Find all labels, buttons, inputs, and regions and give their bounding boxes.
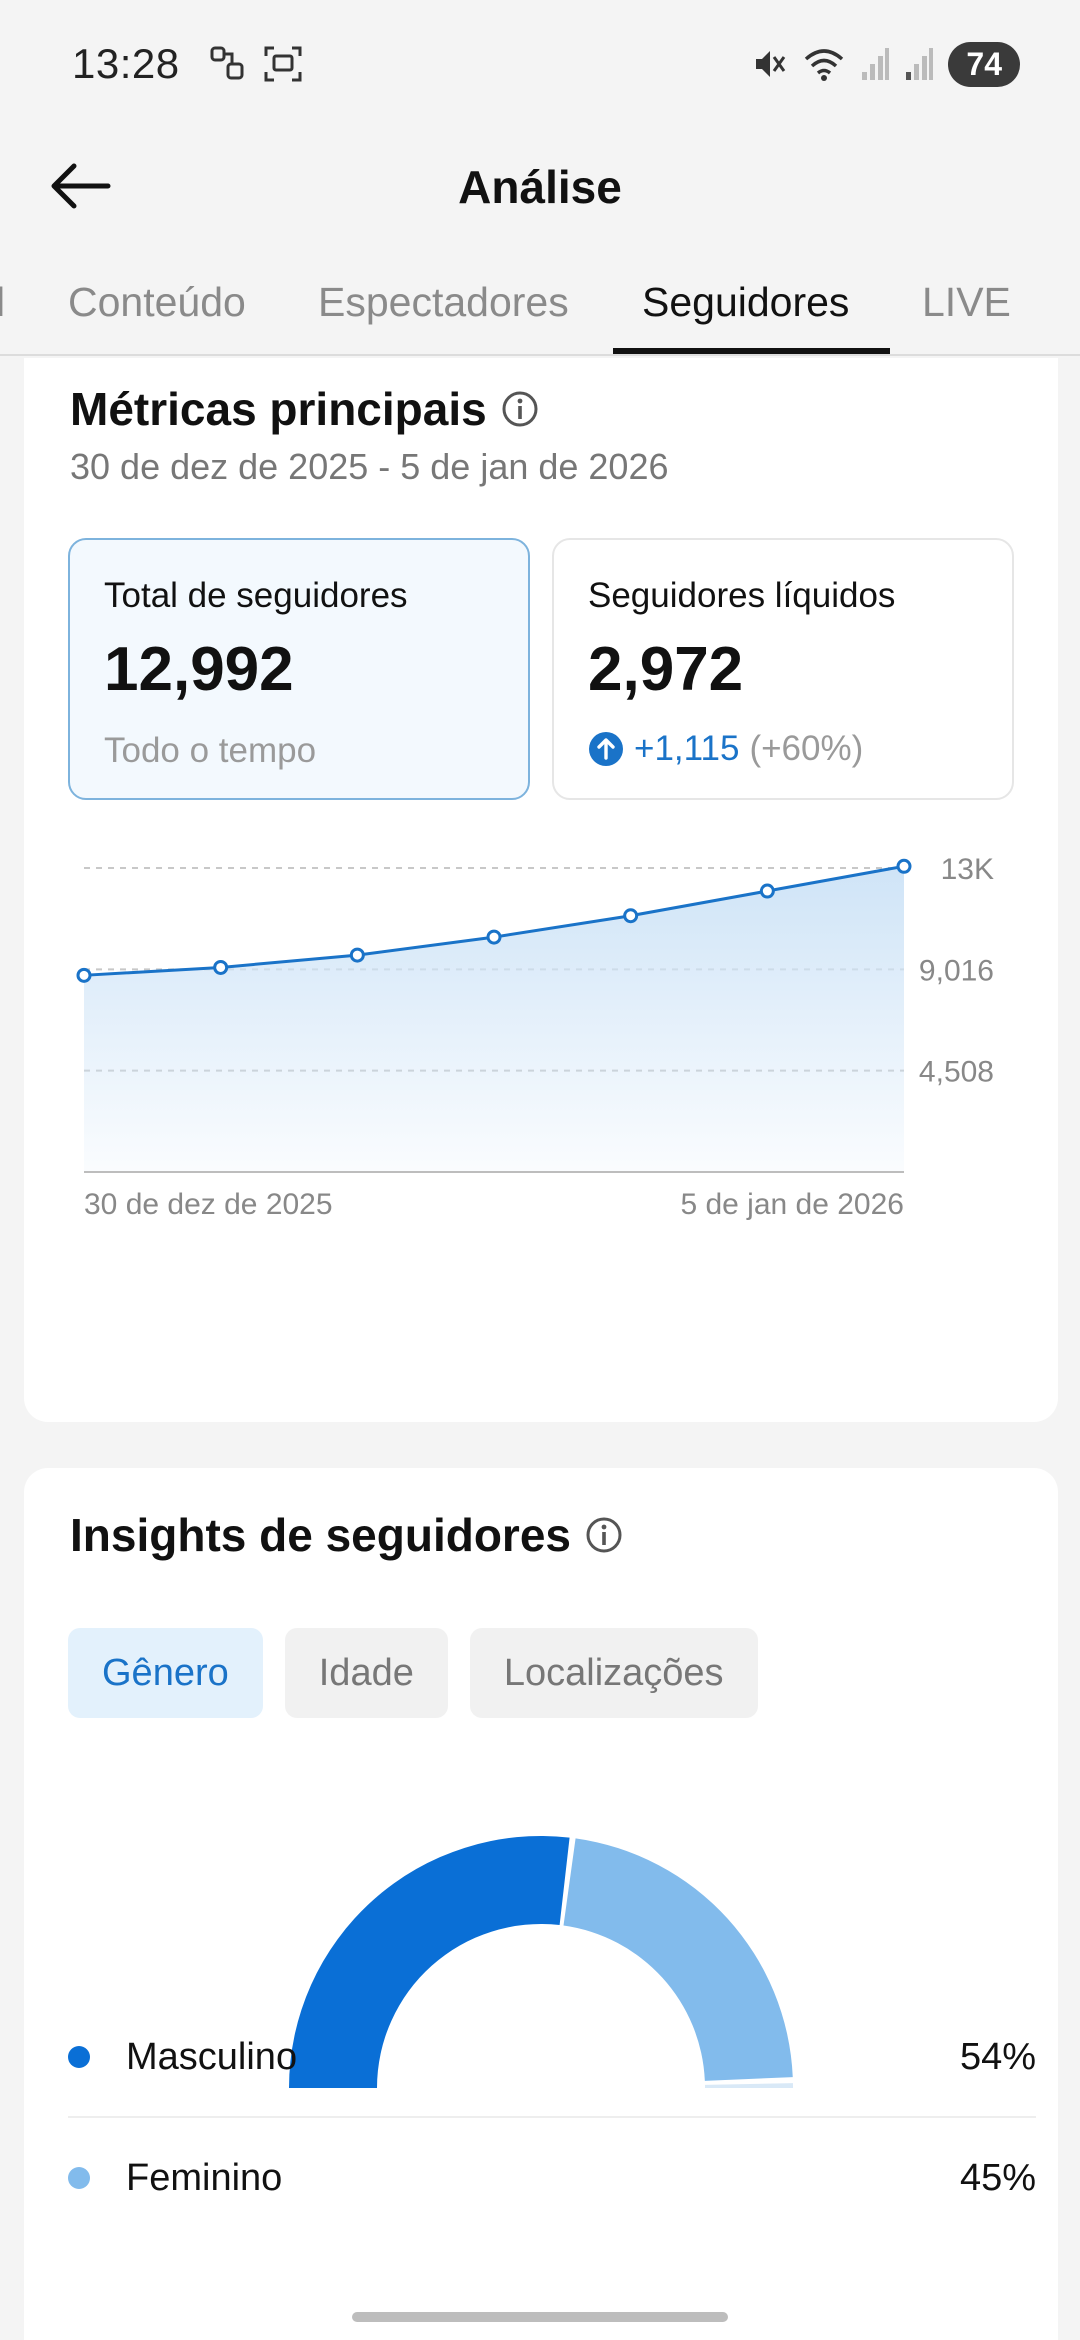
status-bar: 13:28 xyxy=(0,0,1080,128)
legend-row-female: Feminino 45% xyxy=(68,2118,1036,2238)
donut-slice-masculino xyxy=(289,1836,570,2088)
legend-name-female: Feminino xyxy=(126,2156,283,2199)
net-followers-delta: +1,115 (+60%) xyxy=(588,729,978,769)
data-point xyxy=(759,883,775,899)
total-followers-value: 12,992 xyxy=(104,635,294,704)
data-point xyxy=(213,959,229,975)
data-point xyxy=(896,858,912,874)
y-tick-label: 9,016 xyxy=(919,954,994,987)
insights-title: Insights de seguidores xyxy=(70,1509,571,1561)
battery-level: 74 xyxy=(948,41,1020,87)
segment-age[interactable]: Idade xyxy=(284,1628,448,1718)
tab-bar: l Conteúdo Espectadores Seguidores LIVE xyxy=(0,250,1080,356)
insights-info-icon[interactable] xyxy=(585,1516,623,1554)
gender-donut-chart xyxy=(289,1836,793,2088)
legend-dot-male xyxy=(68,2046,90,2068)
tab-previous[interactable]: l xyxy=(0,250,5,354)
tab-conteudo[interactable]: Conteúdo xyxy=(68,278,246,325)
data-point xyxy=(623,908,639,924)
delta-percent: (+60%) xyxy=(749,729,864,768)
legend-dot-female xyxy=(68,2167,90,2189)
wifi-icon xyxy=(805,49,844,81)
y-tick-label: 4,508 xyxy=(919,1056,994,1089)
total-followers-period: Todo o tempo xyxy=(104,731,317,770)
date-range: 30 de dez de 2025 - 5 de jan de 2026 xyxy=(70,446,669,487)
signal-icon xyxy=(862,48,890,80)
data-point xyxy=(349,947,365,963)
insights-title-row: Insights de seguidores xyxy=(70,1508,623,1562)
delta-value: +1,115 xyxy=(634,729,740,768)
mute-icon xyxy=(756,51,786,77)
followers-area-chart: 4,508 9,016 13K 30 de dez de 2025 5 de jan d… xyxy=(76,853,994,1221)
insights-segment-control: Gênero Idade Localizações xyxy=(68,1628,758,1718)
donut-slice-other xyxy=(704,2083,793,2088)
x-tick-label: 30 de dez de 2025 xyxy=(84,1188,333,1221)
active-tab-indicator xyxy=(613,348,890,354)
status-time: 13:28 xyxy=(72,40,180,87)
tab-live[interactable]: LIVE xyxy=(922,278,1011,325)
net-followers-value: 2,972 xyxy=(588,635,744,704)
legend-value-male: 54% xyxy=(959,2035,1036,2078)
metrics-title: Métricas principais xyxy=(70,383,487,435)
signal-icon-2 xyxy=(906,48,934,80)
total-followers-card[interactable]: Total de seguidores 12,992 Todo o tempo xyxy=(68,538,530,800)
total-followers-label: Total de seguidores xyxy=(104,576,408,615)
arrow-up-circle-icon xyxy=(589,732,623,766)
legend-value-female: 45% xyxy=(959,2156,1036,2199)
x-tick-label: 5 de jan de 2026 xyxy=(680,1188,904,1221)
y-tick-label: 13K xyxy=(941,853,994,886)
net-followers-card[interactable]: Seguidores líquidos 2,972 +1,115 (+60%) xyxy=(552,538,1014,800)
segment-locations[interactable]: Localizações xyxy=(469,1628,758,1718)
tab-seguidores[interactable]: Seguidores xyxy=(642,278,850,325)
link-notification-icon xyxy=(210,46,244,80)
area-fill xyxy=(84,866,904,1172)
donut-slice-feminino xyxy=(563,1838,793,2081)
status-left-icons xyxy=(208,44,304,84)
legend-name-male: Masculino xyxy=(126,2035,298,2078)
data-point xyxy=(486,929,502,945)
legend-row-male: Masculino 54% xyxy=(68,1998,1036,2118)
segment-gender[interactable]: Gênero xyxy=(68,1628,263,1718)
arrow-left-icon xyxy=(51,163,111,209)
net-followers-label: Seguidores líquidos xyxy=(588,576,896,615)
app-header: Análise xyxy=(0,128,1080,246)
home-indicator[interactable] xyxy=(352,2312,728,2322)
back-button[interactable] xyxy=(44,154,116,218)
metrics-title-row: Métricas principais xyxy=(70,382,539,436)
gender-legend: Masculino 54% Feminino 45% xyxy=(24,1998,1058,2340)
screenshot-icon xyxy=(264,46,302,82)
insights-card: Insights de seguidores Gênero Idade Loca… xyxy=(24,1468,1058,2340)
page-title: Análise xyxy=(458,161,622,213)
metrics-card: Métricas principais 30 de dez de 2025 - … xyxy=(24,358,1058,1422)
info-icon[interactable] xyxy=(501,390,539,428)
status-right-icons: 74 xyxy=(750,41,1020,87)
data-point xyxy=(76,967,92,983)
tab-espectadores[interactable]: Espectadores xyxy=(318,278,569,325)
